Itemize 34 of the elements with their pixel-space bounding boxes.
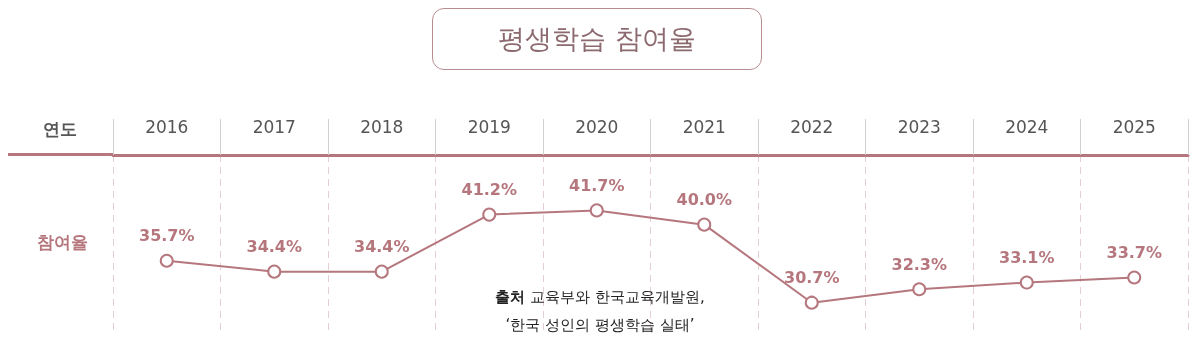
x-tick-label: 2020: [575, 116, 619, 137]
data-label: 33.1%: [998, 248, 1055, 268]
x-tick-label: 2021: [682, 116, 726, 137]
data-label: 34.4%: [246, 237, 303, 257]
chart-title: 평생학습 참여율: [432, 8, 762, 70]
point: [374, 264, 389, 279]
point: [267, 264, 282, 279]
x-tick-label: 2016: [145, 116, 189, 137]
data-label: 41.7%: [568, 175, 625, 195]
point: [697, 217, 712, 232]
x-tick-label: 2022: [790, 116, 834, 137]
data-label: 40.0%: [676, 190, 733, 210]
point: [589, 203, 604, 218]
data-label: 30.7%: [783, 268, 840, 288]
point: [159, 253, 174, 268]
data-label: 35.7%: [138, 226, 195, 246]
data-label: 41.2%: [461, 180, 518, 200]
y-axis-title: 참여율: [35, 231, 89, 254]
x-tick-label: 2018: [360, 116, 404, 137]
data-label: 32.3%: [891, 254, 948, 274]
point: [1127, 270, 1142, 285]
x-tick-label: 2024: [1005, 116, 1049, 137]
point: [482, 207, 497, 222]
x-tick-label: 2019: [467, 116, 511, 137]
x-tick-label: 2023: [897, 116, 941, 137]
x-tick-label: 2017: [252, 116, 296, 137]
data-label: 34.4%: [353, 237, 410, 257]
point: [1019, 275, 1034, 290]
annotation: 출처 교육부와 한국교육개발원, ‘한국 성인의 평생학습 실태’: [494, 288, 706, 336]
point: [912, 282, 927, 297]
point: [804, 295, 819, 310]
x-tick-label: 2025: [1112, 116, 1156, 137]
data-label: 33.7%: [1106, 243, 1163, 263]
x-axis-title: 연도: [42, 118, 78, 141]
